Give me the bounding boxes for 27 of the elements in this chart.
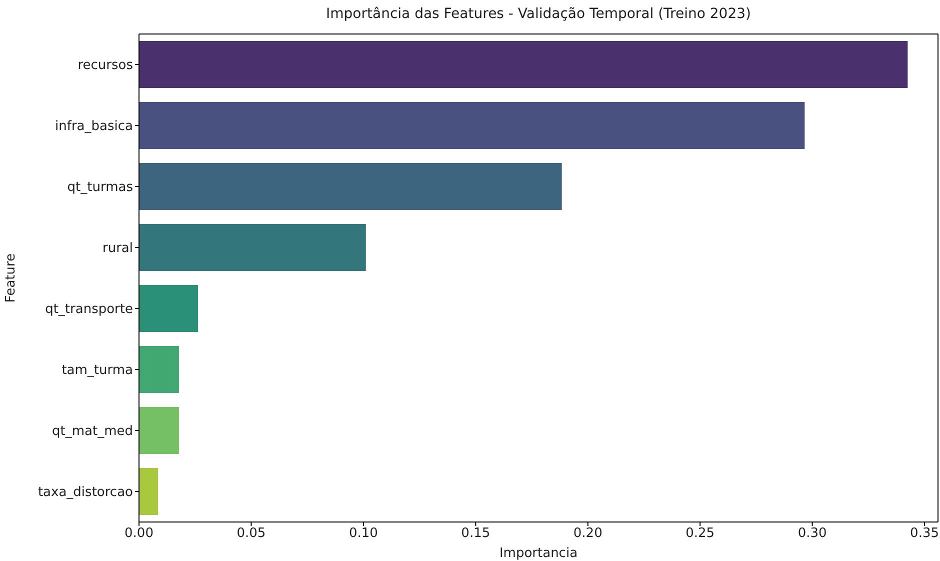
bar — [139, 102, 805, 149]
bar — [139, 346, 179, 393]
y-tick-label: qt_transporte — [45, 302, 133, 318]
bar — [139, 407, 179, 454]
y-tick-label: qt_turmas — [67, 180, 134, 196]
y-tick-label: recursos — [78, 58, 134, 74]
y-tick-label: taxa_distorcao — [38, 485, 134, 500]
y-tick-label: infra_basica — [55, 119, 133, 134]
bar — [139, 285, 198, 332]
y-axis-title: Feature — [4, 253, 19, 303]
bar — [139, 224, 366, 271]
x-tick-label: 0.30 — [798, 526, 827, 542]
x-tick-label: 0.10 — [348, 526, 378, 542]
y-tick-label: qt_mat_med — [52, 424, 133, 440]
x-tick-label: 0.35 — [910, 526, 940, 542]
x-tick-label: 0.05 — [236, 526, 266, 542]
x-tick-label: 0.00 — [124, 526, 154, 542]
bar — [139, 468, 158, 515]
x-tick-label: 0.25 — [686, 526, 715, 542]
x-tick-label: 0.15 — [461, 526, 490, 542]
bar — [139, 41, 908, 88]
x-tick-label: 0.20 — [573, 526, 602, 542]
chart-title: Importância das Features - Validação Temporal (Treino 2023) — [325, 6, 752, 22]
y-tick-label: rural — [102, 241, 133, 256]
bar — [139, 163, 562, 210]
y-tick-label: tam_turma — [62, 363, 133, 378]
x-axis-title: Importancia — [499, 546, 578, 561]
